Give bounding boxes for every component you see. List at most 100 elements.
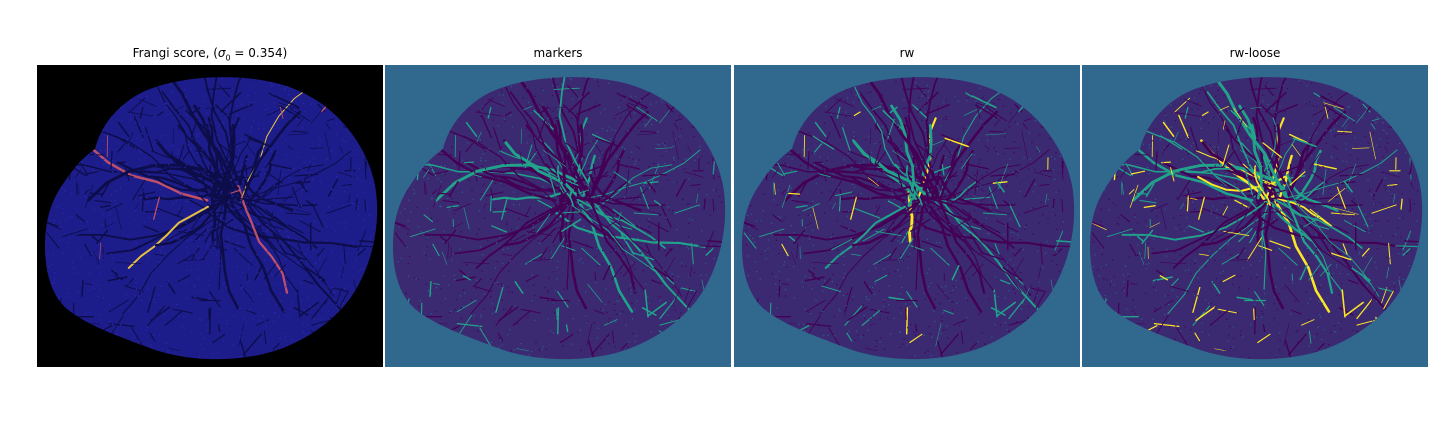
- texture-speck: [964, 148, 967, 150]
- texture-speck: [211, 213, 213, 215]
- texture-speck: [572, 159, 574, 161]
- texture-speck: [618, 300, 620, 302]
- texture-speck: [589, 77, 591, 79]
- texture-speck: [812, 229, 814, 231]
- vessel-segment: [586, 323, 593, 347]
- texture-speck: [1152, 318, 1154, 320]
- texture-speck: [616, 160, 618, 162]
- texture-speck: [241, 287, 244, 289]
- texture-speck: [618, 106, 620, 108]
- texture-speck: [928, 268, 930, 270]
- texture-speck: [511, 162, 513, 164]
- texture-speck: [712, 189, 714, 191]
- texture-speck: [1327, 270, 1329, 273]
- vessel-segment: [612, 208, 636, 227]
- texture-speck: [293, 109, 296, 111]
- texture-speck: [284, 87, 286, 90]
- texture-speck: [219, 260, 221, 262]
- texture-speck: [499, 94, 501, 96]
- texture-speck: [862, 304, 864, 306]
- texture-speck: [863, 315, 865, 317]
- texture-speck: [135, 147, 137, 149]
- texture-speck: [1027, 163, 1029, 165]
- texture-speck: [502, 94, 504, 96]
- texture-speck: [1342, 114, 1344, 116]
- texture-speck: [808, 236, 810, 238]
- texture-speck: [1192, 306, 1194, 308]
- texture-speck: [217, 312, 219, 314]
- texture-speck: [1382, 234, 1384, 236]
- texture-speck: [1036, 295, 1038, 297]
- texture-speck: [190, 229, 192, 231]
- texture-speck: [86, 221, 88, 223]
- vessel-segment: [1135, 192, 1149, 195]
- texture-speck: [601, 127, 604, 130]
- texture-speck: [1402, 217, 1404, 219]
- texture-speck: [965, 168, 967, 170]
- vessel-segment: [497, 164, 587, 190]
- texture-speck: [907, 327, 909, 329]
- texture-speck: [1308, 176, 1310, 178]
- texture-speck: [1316, 271, 1318, 274]
- texture-speck: [1313, 278, 1315, 280]
- texture-speck: [1205, 141, 1207, 143]
- texture-speck: [913, 236, 915, 239]
- vessel-segment: [641, 307, 657, 316]
- texture-speck: [928, 286, 930, 288]
- texture-speck: [476, 233, 478, 235]
- texture-speck: [181, 159, 183, 161]
- texture-speck: [775, 283, 777, 285]
- texture-speck: [1200, 127, 1202, 129]
- panel-title-rw: rw: [899, 46, 915, 60]
- vessel-segment: [1126, 279, 1129, 297]
- texture-speck: [824, 171, 826, 173]
- texture-speck: [981, 175, 983, 177]
- texture-speck: [865, 139, 867, 141]
- texture-speck: [708, 162, 710, 164]
- vessel-segment: [568, 91, 590, 113]
- texture-speck: [92, 282, 94, 284]
- texture-speck: [1248, 131, 1250, 133]
- texture-speck: [500, 339, 502, 341]
- texture-speck: [789, 258, 791, 260]
- texture-speck: [1008, 126, 1010, 128]
- texture-speck: [633, 112, 635, 114]
- texture-speck: [775, 239, 778, 241]
- texture-speck: [1349, 154, 1351, 156]
- vessel-layer: [742, 77, 1075, 360]
- texture-speck: [1339, 273, 1341, 275]
- texture-speck: [1386, 137, 1388, 139]
- texture-speck: [276, 124, 278, 126]
- texture-speck: [1312, 170, 1314, 172]
- texture-speck: [78, 167, 80, 169]
- texture-speck: [274, 184, 276, 186]
- texture-speck: [1351, 146, 1353, 148]
- texture-speck: [342, 274, 344, 276]
- vessel-segment: [1219, 105, 1230, 111]
- texture-speck: [1192, 142, 1195, 144]
- texture-speck: [1144, 133, 1147, 135]
- texture-speck: [1008, 290, 1010, 292]
- texture-speck: [699, 145, 701, 147]
- vessel-segment: [1266, 172, 1285, 190]
- vessel-segment: [1194, 332, 1201, 342]
- texture-speck: [1015, 175, 1017, 177]
- texture-speck: [1226, 241, 1228, 243]
- texture-speck: [302, 179, 304, 181]
- texture-speck: [948, 247, 950, 249]
- vessel-segment: [437, 154, 453, 156]
- texture-speck: [1058, 190, 1060, 192]
- texture-speck: [450, 195, 452, 197]
- texture-speck: [196, 324, 198, 326]
- texture-speck: [698, 188, 700, 191]
- texture-speck: [613, 203, 616, 205]
- texture-speck: [634, 268, 636, 270]
- texture-speck: [1225, 127, 1227, 129]
- texture-speck: [1401, 281, 1403, 283]
- texture-speck: [1153, 128, 1155, 130]
- texture-speck: [1362, 117, 1364, 119]
- texture-speck: [191, 331, 193, 333]
- texture-speck: [274, 114, 276, 117]
- texture-speck: [148, 174, 150, 176]
- texture-speck: [155, 198, 157, 201]
